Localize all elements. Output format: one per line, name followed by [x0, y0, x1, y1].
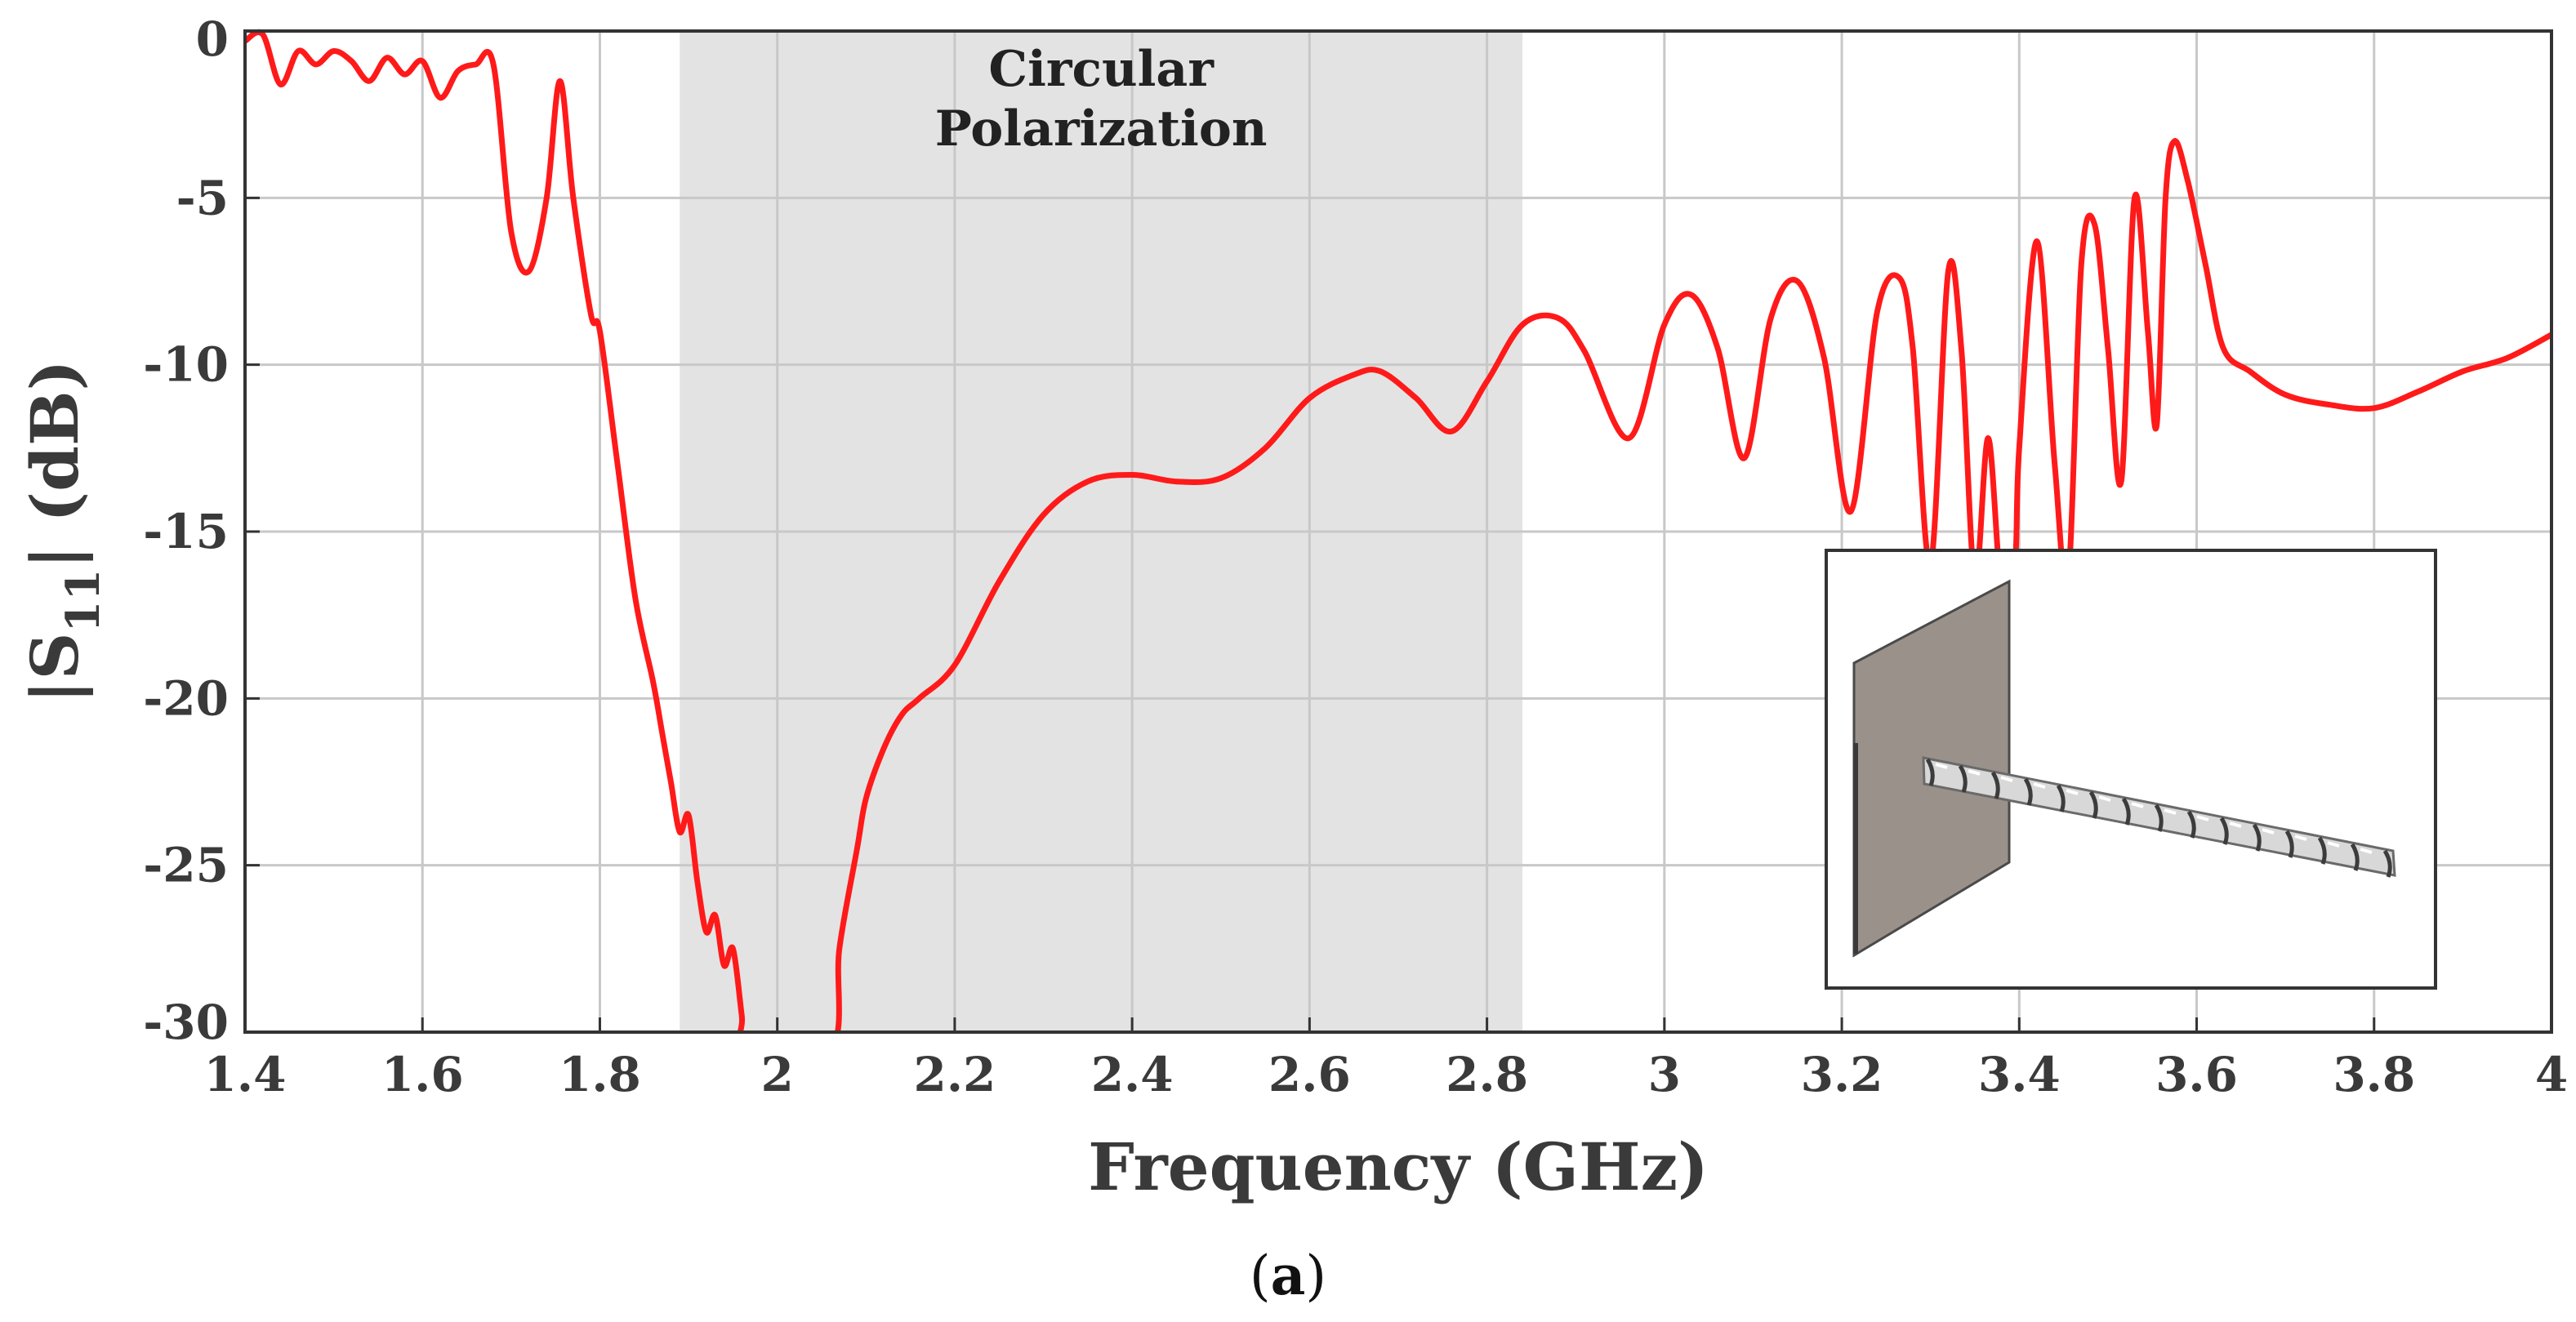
y-tick-labels: 0 -5 -10 -15 -20 -25 -30: [143, 11, 229, 1050]
helix-antenna: [1922, 756, 2396, 878]
y-tick-label: 0: [196, 11, 229, 67]
x-tick-label: 3.8: [2333, 1047, 2415, 1102]
x-axis-label: Frequency (GHz): [1088, 1128, 1709, 1205]
y-tick-label: -5: [176, 170, 229, 225]
caption-open: (: [1250, 1244, 1271, 1307]
x-tick-label: 3: [1648, 1047, 1681, 1102]
helix-highlights: [1935, 763, 2373, 854]
x-tick-label: 2.6: [1268, 1047, 1351, 1102]
y-tick-label: -25: [143, 838, 229, 893]
y-tick-label: -20: [143, 670, 229, 726]
x-tick-label: 4: [2535, 1047, 2568, 1102]
figure-caption: (a): [1250, 1244, 1326, 1307]
shaded-region-label-line-2: Polarization: [935, 100, 1268, 158]
x-tick-label: 3.2: [1801, 1047, 1883, 1102]
x-tick-label: 2.8: [1446, 1047, 1528, 1102]
x-tick-label: 3.4: [1978, 1047, 2061, 1102]
s11-data-line: [245, 29, 2551, 1032]
y-tick-label: -30: [143, 995, 229, 1050]
shaded-region-label-line-1: Circular: [988, 41, 1214, 98]
axes-frame: [243, 29, 2553, 1034]
x-tick-label: 2.4: [1091, 1047, 1174, 1102]
y-axis-label: |S11| (dB): [16, 359, 110, 703]
antenna-inset: [1825, 549, 2437, 990]
x-tick-label: 3.6: [2155, 1047, 2238, 1102]
x-tick-labels: 1.4 1.6 1.8 2 2.2 2.4 2.6 2.8 3 3.2 3.4 3.6 3.8 4: [204, 1047, 2569, 1102]
x-tick-label: 2: [761, 1047, 794, 1102]
caption-close: ): [1305, 1244, 1326, 1307]
x-tick-label: 1.8: [559, 1047, 641, 1102]
y-label-post: | (dB): [16, 359, 94, 568]
caption-letter: a: [1271, 1244, 1306, 1307]
y-tick-label: -15: [143, 504, 229, 559]
x-tick-label: 2.2: [913, 1047, 996, 1102]
helix-turns: [1925, 758, 2392, 878]
x-tick-label: 1.6: [381, 1047, 464, 1102]
y-tick-label: -10: [143, 337, 229, 393]
y-label-pre: |S: [16, 633, 94, 704]
y-label-subscript: 11: [56, 569, 110, 633]
x-tick-label: 1.4: [204, 1047, 287, 1102]
